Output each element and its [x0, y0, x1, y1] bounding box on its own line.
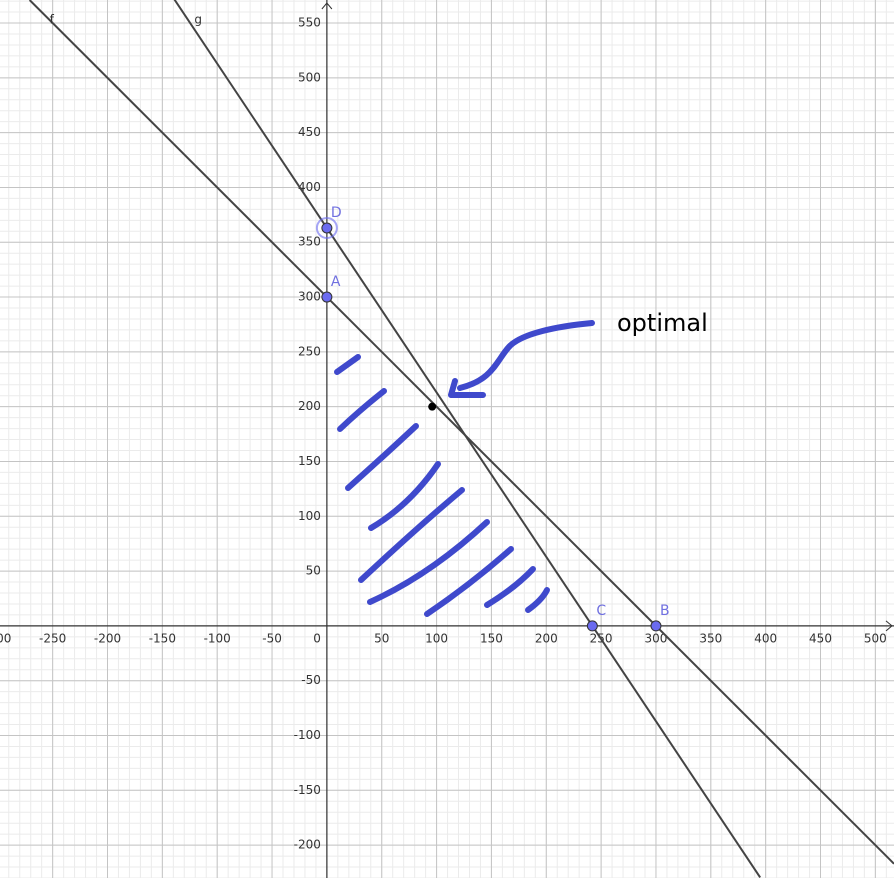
x-tick-label: -100 — [204, 631, 231, 645]
x-tick-label: 350 — [699, 631, 722, 645]
y-tick-label: 300 — [298, 290, 321, 304]
point-label: B — [660, 603, 670, 619]
hatch-stroke — [358, 487, 465, 583]
annotation: optimal — [617, 309, 708, 337]
hatch-stroke — [345, 423, 419, 491]
point — [321, 222, 333, 234]
point-label: C — [596, 603, 606, 619]
point — [586, 620, 598, 632]
x-axis-arrow — [885, 620, 893, 632]
x-tick-label: 150 — [480, 631, 503, 645]
arrow-stroke — [457, 320, 595, 391]
point — [321, 291, 333, 303]
y-tick-label: -150 — [294, 783, 321, 797]
arrow-head — [448, 378, 486, 398]
point-halo — [315, 216, 338, 239]
y-tick-label: 250 — [298, 344, 321, 358]
line-label: f — [50, 13, 55, 27]
y-tick-label: -200 — [294, 838, 321, 852]
y-tick-label: 350 — [298, 235, 321, 249]
x-tick-label: -50 — [262, 631, 282, 645]
y-tick-label: 200 — [298, 399, 321, 413]
x-tick-label: 300 — [645, 631, 668, 645]
y-tick-label: 400 — [298, 180, 321, 194]
hatch-stroke — [368, 461, 441, 531]
x-tick-label: -250 — [39, 631, 66, 645]
point — [428, 402, 437, 411]
x-tick-label: 50 — [374, 631, 389, 645]
hatching — [334, 320, 595, 617]
x-tick-label: 200 — [535, 631, 558, 645]
y-tick-label: 550 — [298, 16, 321, 30]
line — [173, 0, 762, 878]
y-tick-label: -50 — [301, 673, 321, 687]
y-tick-label: 150 — [298, 454, 321, 468]
x-tick-label: -300 — [0, 631, 11, 645]
y-tick-label: 100 — [298, 509, 321, 523]
x-tick-label: 0 — [313, 631, 321, 645]
hatch-stroke — [424, 546, 514, 617]
point — [650, 620, 662, 632]
x-tick-label: 400 — [754, 631, 777, 645]
hatch-stroke — [367, 519, 490, 605]
hatch-stroke — [334, 354, 361, 375]
x-tick-label: -200 — [94, 631, 121, 645]
y-tick-label: 500 — [298, 70, 321, 84]
y-tick-label: 50 — [306, 564, 321, 578]
y-axis-arrow — [321, 2, 333, 10]
x-tick-label: -150 — [149, 631, 176, 645]
point-label: A — [331, 274, 341, 290]
point-label: D — [331, 205, 342, 221]
hatch-stroke — [484, 566, 536, 608]
hatch-stroke — [337, 388, 387, 432]
y-tick-label: 450 — [298, 125, 321, 139]
x-tick-label: 500 — [864, 631, 887, 645]
y-tick-label: -100 — [294, 728, 321, 742]
line-label: g — [194, 13, 202, 27]
x-tick-label: 450 — [809, 631, 832, 645]
x-tick-label: 100 — [425, 631, 448, 645]
hatch-stroke — [525, 587, 550, 613]
